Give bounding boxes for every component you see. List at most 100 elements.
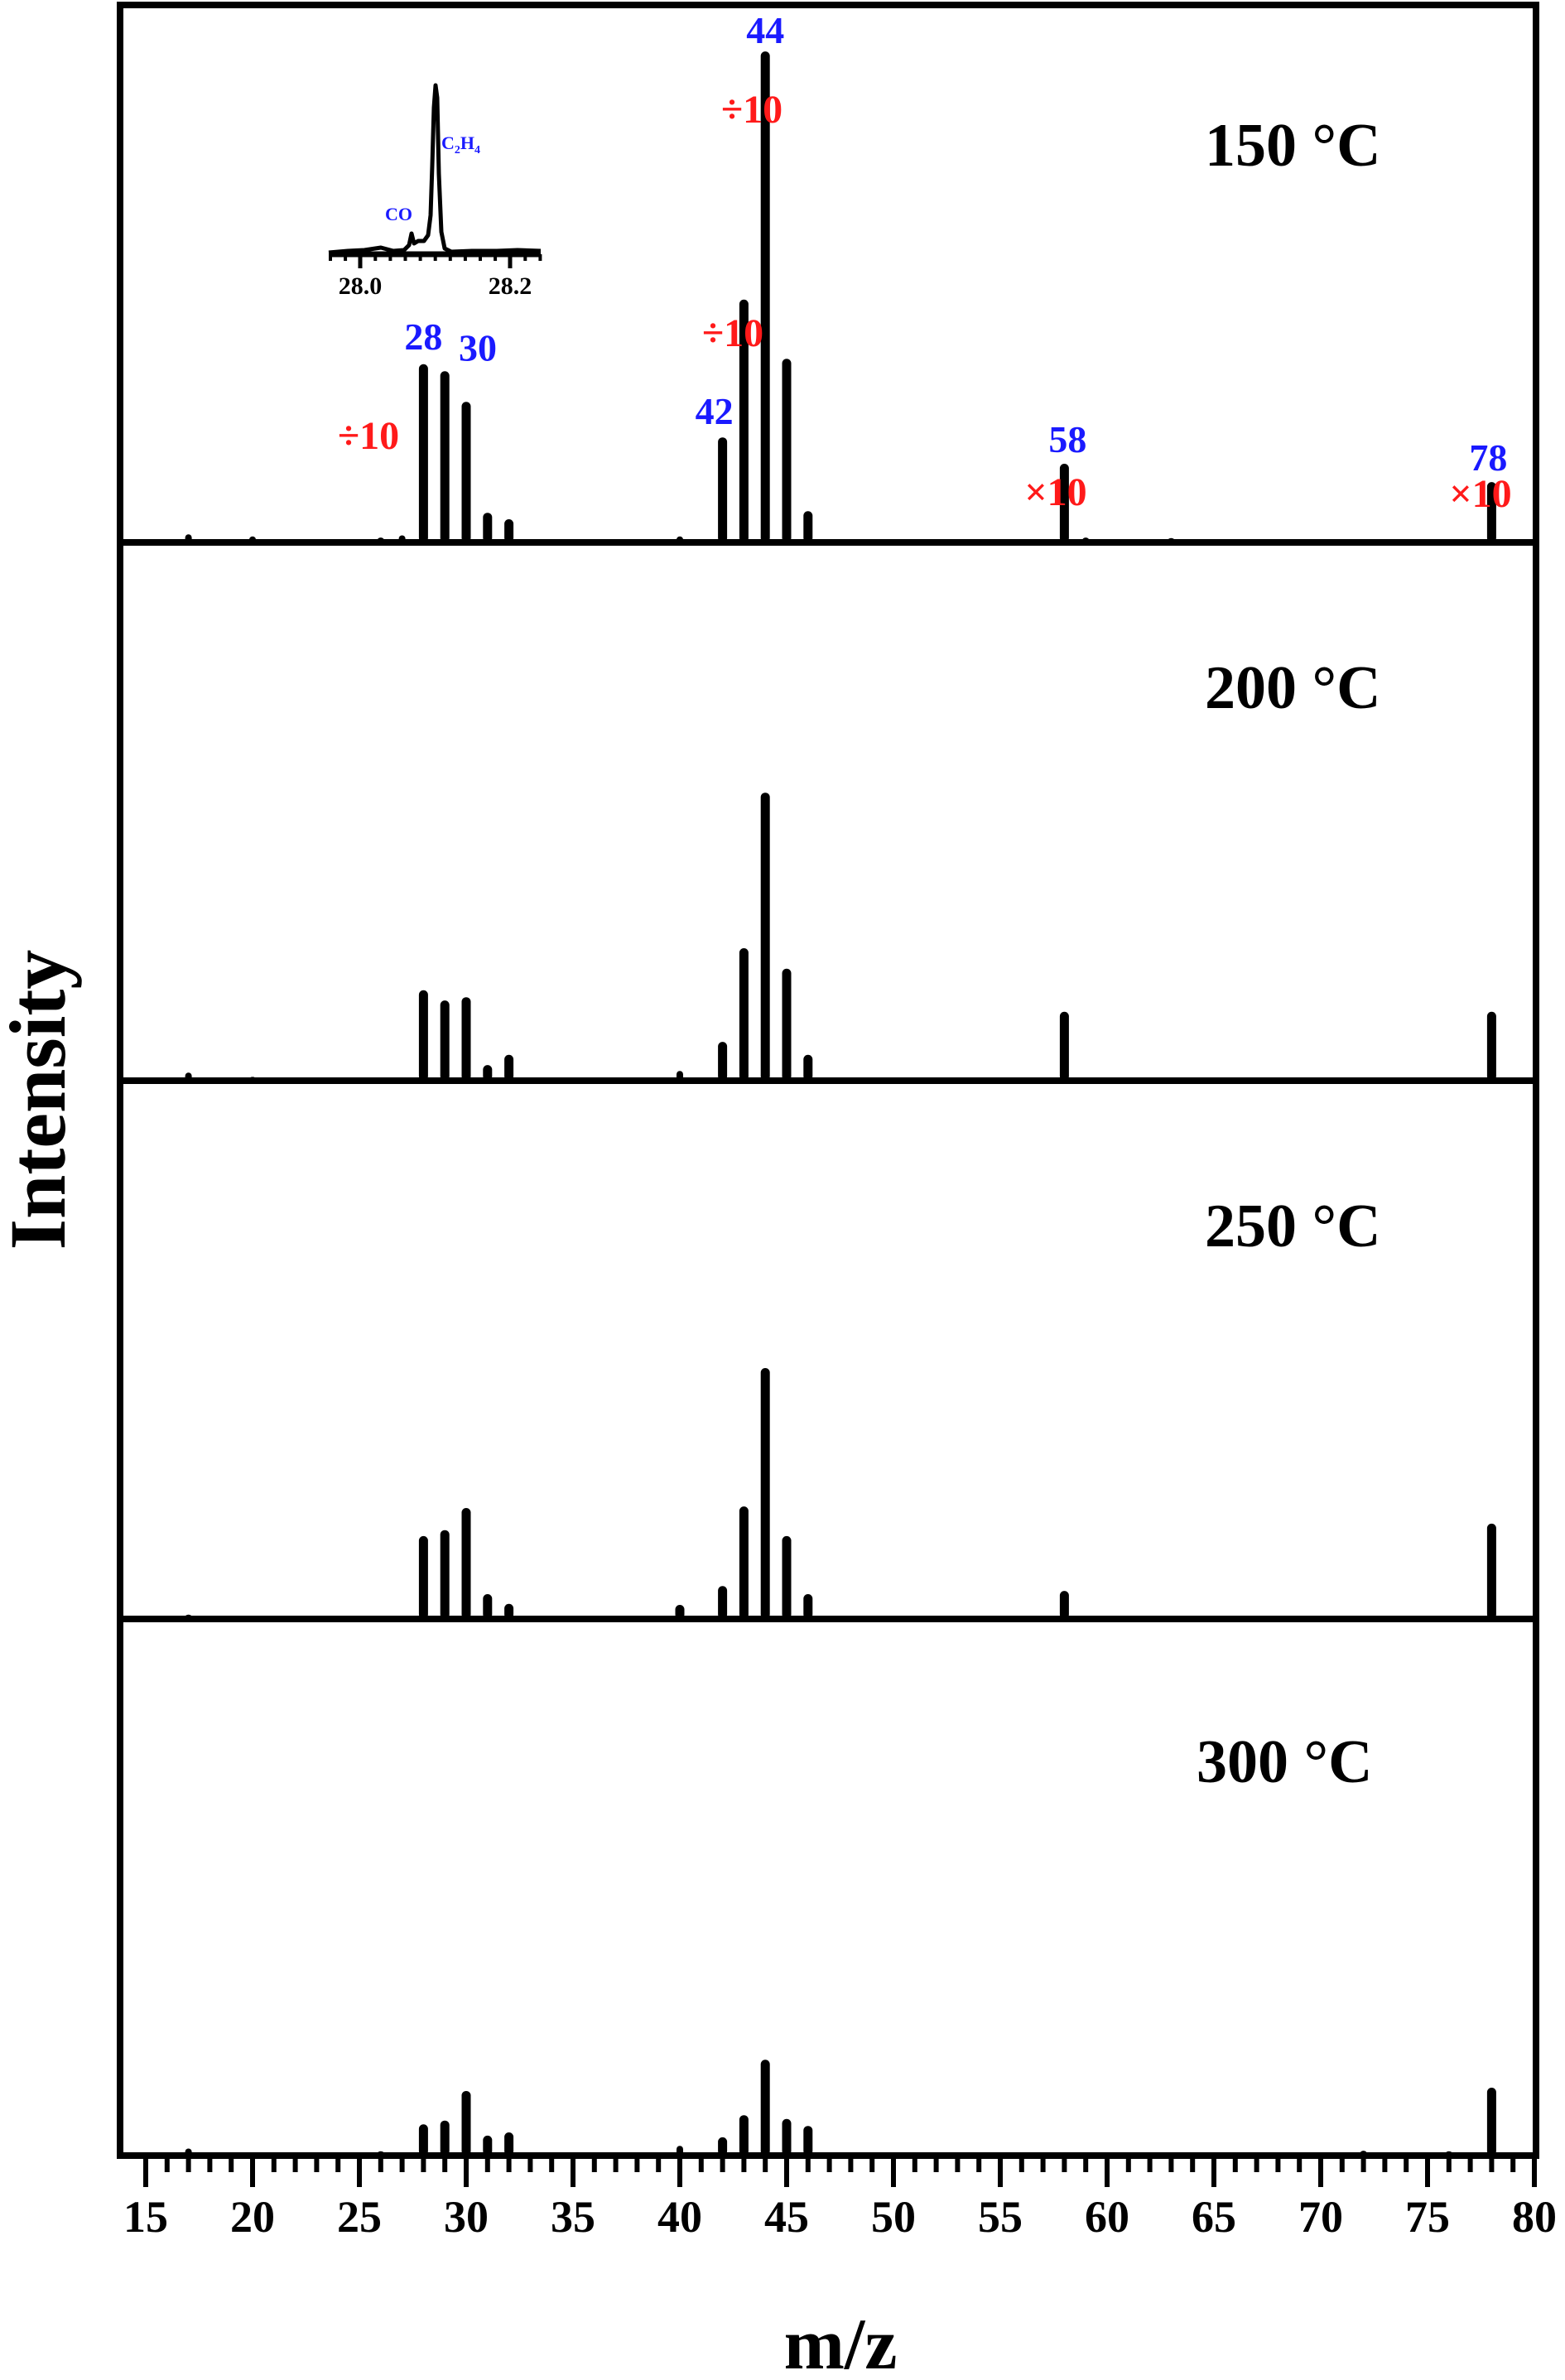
- inset-plot: 28.0 28.2 CO C2H4: [328, 83, 542, 300]
- peak-mz-29: [440, 2120, 450, 2156]
- peak-mz-26: [377, 2151, 384, 2156]
- peak-mz-28: [418, 364, 428, 542]
- peak-mz-42: [718, 2137, 728, 2156]
- peak-mz-32: [504, 1603, 514, 1619]
- x-tick-label: 75: [1405, 2192, 1450, 2242]
- peak-label-44: 44: [746, 9, 784, 51]
- x-tick-label: 35: [551, 2192, 595, 2242]
- peak-mz-17: [185, 1614, 192, 1619]
- inset-tick-label: 28.2: [489, 272, 532, 300]
- peak-mz-40: [675, 1605, 685, 1619]
- x-tick-label: 50: [871, 2192, 916, 2242]
- peak-mz-42: [718, 1586, 728, 1619]
- x-tick-label: 80: [1512, 2192, 1557, 2242]
- peak-mz-44: [760, 793, 770, 1081]
- peak-mz-43: [739, 1506, 749, 1619]
- peak-mz-29: [440, 1530, 450, 1619]
- peak-mz-78: [1486, 2088, 1496, 2156]
- peak-mz-46: [803, 511, 813, 542]
- peak-mz-32: [504, 1054, 514, 1081]
- peak-mz-43: [739, 299, 749, 542]
- peak-mz-42: [718, 1042, 728, 1081]
- peak-mz-30: [461, 2090, 471, 2156]
- peak-mz-78: [1486, 1523, 1496, 1619]
- peak-mz-31: [483, 1594, 493, 1619]
- peak-label-42: 42: [696, 390, 734, 432]
- temperature-label: 300 °C: [1197, 1728, 1373, 1796]
- x-tick-label: 25: [337, 2192, 382, 2242]
- peak-mz-17: [185, 534, 192, 542]
- peak-mz-45: [782, 968, 792, 1081]
- peak-mz-72: [1360, 2151, 1367, 2156]
- peak-mz-17: [185, 2148, 192, 2156]
- panel-300C: 300 °C: [120, 1728, 1536, 2159]
- x-axis-title: m/z: [784, 2305, 898, 2380]
- x-tick-label: 30: [444, 2192, 489, 2242]
- panel-200C: 200 °C: [120, 654, 1536, 1084]
- scale-factor-label: ÷10: [338, 414, 399, 458]
- panel-150C: 150 °C: [120, 51, 1536, 546]
- x-tick-label: 60: [1085, 2192, 1129, 2242]
- peak-mz-46: [803, 1054, 813, 1081]
- peak-mz-44: [760, 1368, 770, 1619]
- peak-mz-78: [1486, 1011, 1496, 1081]
- peak-mz-58: [1059, 1011, 1069, 1081]
- inset-label-co: CO: [385, 204, 412, 224]
- peak-label-28: 28: [404, 316, 442, 358]
- scale-factor-label: ×10: [1449, 472, 1511, 516]
- x-tick-label: 55: [978, 2192, 1023, 2242]
- peak-mz-31: [483, 513, 493, 542]
- spectra-panels: 150 °C 200 °C 250 °C 300 °C: [120, 51, 1536, 2159]
- peak-mz-26: [377, 537, 384, 542]
- scale-factor-label: ÷10: [702, 311, 763, 355]
- y-axis-title: Intensity: [0, 950, 82, 1250]
- x-tick-label: 65: [1192, 2192, 1236, 2242]
- scale-factor-label: ÷10: [721, 88, 782, 132]
- annotations: 28 30 42 44 58 78 ÷10 ÷10 ÷10 ×10 ×10: [338, 9, 1512, 516]
- peak-mz-30: [461, 997, 471, 1081]
- peak-mz-32: [504, 519, 514, 542]
- peak-label-30: 30: [459, 326, 497, 369]
- x-tick-label: 20: [230, 2192, 275, 2242]
- peak-mz-42: [718, 437, 728, 542]
- peak-label-78: 78: [1469, 436, 1507, 479]
- peak-mz-63: [1168, 537, 1175, 542]
- peak-mz-76: [1445, 2151, 1452, 2156]
- peak-mz-46: [803, 1594, 813, 1619]
- temperature-label: 150 °C: [1205, 112, 1381, 180]
- inset-tick-label: 28.0: [339, 272, 383, 300]
- peak-mz-44: [760, 2060, 770, 2156]
- x-tick-label: 15: [123, 2192, 168, 2242]
- peak-mz-58: [1059, 1591, 1069, 1619]
- x-axis: 15 20 25 30 35 40 45 50 55 60 65 70 75 80: [123, 2156, 1557, 2242]
- peak-mz-40: [677, 536, 683, 542]
- peak-mz-17: [185, 1072, 192, 1081]
- peak-mz-59: [1082, 537, 1090, 542]
- temperature-label: 200 °C: [1205, 654, 1381, 722]
- peak-mz-78: [1486, 482, 1496, 542]
- peak-mz-58: [1059, 464, 1069, 542]
- x-tick-label: 45: [764, 2192, 809, 2242]
- peak-mz-43: [739, 948, 749, 1081]
- peak-mz-45: [782, 1535, 792, 1619]
- peak-mz-31: [483, 2135, 493, 2156]
- peak-mz-30: [461, 1508, 471, 1619]
- x-tick-label: 40: [657, 2192, 702, 2242]
- peak-mz-28: [418, 990, 428, 1081]
- peak-mz-40: [677, 1071, 683, 1081]
- peak-mz-32: [504, 2132, 514, 2156]
- peak-mz-43: [739, 2115, 749, 2156]
- peak-mz-28: [418, 2124, 428, 2156]
- peak-mz-40: [677, 2146, 683, 2156]
- peak-label-58: 58: [1048, 418, 1086, 460]
- peak-mz-31: [483, 1065, 493, 1081]
- temperature-label: 250 °C: [1205, 1192, 1381, 1260]
- peak-mz-44: [760, 51, 770, 542]
- peak-mz-45: [782, 359, 792, 542]
- peak-mz-20: [249, 536, 256, 542]
- inset-label-c2h4: C2H4: [441, 132, 480, 157]
- scale-factor-label: ×10: [1024, 470, 1086, 514]
- inset-peak-curve: [328, 83, 542, 255]
- peak-mz-20: [249, 1077, 256, 1081]
